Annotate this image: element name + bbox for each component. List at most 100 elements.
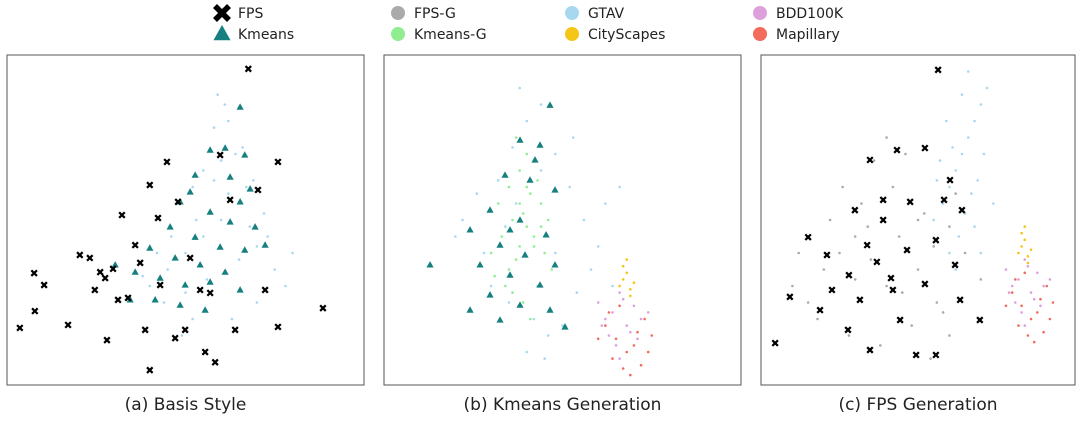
point	[163, 158, 171, 166]
point	[529, 317, 532, 321]
point	[932, 245, 935, 248]
point	[1023, 225, 1027, 228]
point	[856, 296, 864, 304]
point	[1029, 291, 1033, 294]
point	[614, 337, 618, 341]
point	[223, 103, 227, 106]
point	[954, 169, 957, 172]
point	[885, 136, 888, 139]
point	[1039, 297, 1042, 301]
point	[879, 344, 882, 347]
point	[621, 264, 625, 268]
point	[1010, 291, 1014, 294]
point	[982, 152, 986, 156]
point	[151, 296, 159, 303]
point	[954, 268, 957, 271]
point	[632, 304, 636, 308]
point	[482, 251, 486, 255]
point	[554, 251, 557, 255]
point	[212, 179, 216, 182]
point	[227, 119, 230, 123]
point	[201, 306, 209, 313]
point	[621, 297, 625, 301]
point	[216, 243, 224, 250]
panel	[383, 54, 742, 386]
point	[146, 366, 154, 374]
point	[227, 192, 230, 195]
point	[118, 211, 126, 219]
point	[600, 324, 604, 327]
point	[786, 293, 794, 301]
point	[1026, 334, 1030, 337]
point	[514, 136, 518, 139]
point	[891, 185, 895, 189]
point	[525, 119, 529, 123]
point	[575, 291, 579, 294]
point	[957, 235, 961, 238]
point	[614, 344, 618, 347]
point	[1045, 284, 1049, 288]
point	[251, 223, 259, 230]
point	[261, 286, 269, 294]
point	[1048, 278, 1052, 281]
point	[869, 258, 873, 261]
point	[131, 268, 139, 275]
point	[273, 268, 277, 271]
point	[201, 348, 209, 356]
point	[866, 156, 874, 164]
point	[511, 291, 514, 294]
point	[863, 241, 871, 249]
point	[171, 254, 179, 261]
legend-marker	[391, 27, 405, 41]
point	[171, 334, 179, 342]
legend-label: FPS-G	[414, 6, 456, 22]
point	[948, 251, 951, 255]
point	[1032, 340, 1036, 344]
point	[546, 101, 554, 108]
point	[542, 231, 550, 238]
point	[922, 212, 926, 215]
point	[841, 185, 844, 189]
point	[166, 268, 169, 271]
point	[186, 188, 194, 195]
point	[625, 258, 629, 261]
point	[181, 281, 189, 288]
point	[885, 284, 888, 288]
point	[543, 251, 546, 255]
point	[206, 146, 214, 153]
point	[148, 284, 152, 288]
point	[636, 330, 639, 334]
point	[1010, 284, 1014, 288]
point	[466, 306, 474, 313]
point	[236, 198, 244, 205]
point	[539, 225, 543, 228]
point	[1023, 271, 1027, 275]
point	[816, 306, 824, 314]
point	[466, 226, 474, 233]
point	[828, 218, 832, 222]
point	[1036, 311, 1039, 314]
point	[935, 179, 939, 182]
panel-caption: (c) FPS Generation	[838, 395, 997, 415]
point	[822, 268, 826, 271]
point	[1026, 264, 1030, 268]
point	[101, 274, 109, 282]
point	[526, 176, 534, 183]
point	[604, 324, 607, 327]
point	[607, 334, 611, 337]
point	[244, 185, 248, 189]
point	[244, 65, 252, 73]
point	[141, 326, 149, 334]
point	[554, 152, 557, 156]
point	[828, 286, 836, 294]
point	[904, 152, 907, 156]
point	[1014, 278, 1017, 281]
point	[154, 214, 162, 222]
point	[86, 254, 94, 262]
panel-caption: (b) Kmeans Generation	[464, 395, 662, 415]
point	[921, 280, 929, 288]
point	[985, 86, 989, 90]
point	[532, 245, 536, 248]
point	[916, 218, 920, 222]
point	[1039, 304, 1042, 308]
